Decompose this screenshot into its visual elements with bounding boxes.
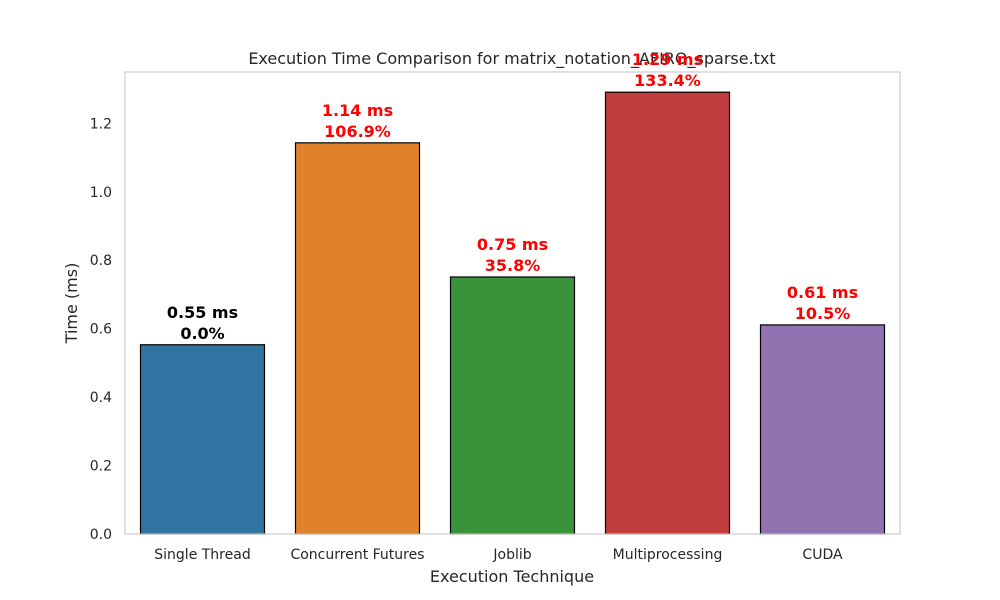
plot-frame <box>124 71 901 535</box>
percent-label: 35.8% <box>485 256 541 275</box>
x-axis-ticks: Single Thread Concurrent Futures Joblib Mul… <box>154 547 843 563</box>
x-tick-label: Concurrent Futures <box>290 547 424 563</box>
percent-label: 133.4% <box>634 71 701 90</box>
y-tick-label: 0.0 <box>90 527 112 543</box>
y-tick-label: 1.2 <box>90 116 112 132</box>
x-tick-label: Multiprocessing <box>613 547 723 563</box>
percent-label: 10.5% <box>795 304 851 323</box>
y-tick-label: 1.0 <box>90 185 112 201</box>
value-label: 1.29 ms <box>632 50 703 69</box>
bar <box>449 276 576 535</box>
bar <box>294 142 421 535</box>
y-tick-label: 0.2 <box>90 459 112 475</box>
percent-label: 0.0% <box>180 324 224 343</box>
value-label: 1.14 ms <box>322 101 393 120</box>
chart-title: Execution Time Comparison for matrix_not… <box>248 49 775 69</box>
x-tick-label: CUDA <box>802 547 843 563</box>
y-tick-label: 0.4 <box>90 390 112 406</box>
y-axis-label: Time (ms) <box>62 263 81 345</box>
y-axis-ticks: 0.0 0.2 0.4 0.6 0.8 1.0 1.2 <box>90 116 112 543</box>
bar <box>139 344 266 535</box>
percent-label: 106.9% <box>324 122 391 141</box>
data-labels-group: 0.55 ms 0.0% 1.14 ms 106.9% 0.75 ms 35.8% 1.29… <box>167 50 858 343</box>
value-label: 0.61 ms <box>787 283 858 302</box>
x-axis-label: Execution Technique <box>430 567 594 586</box>
x-tick-label: Joblib <box>492 547 531 563</box>
y-tick-label: 0.6 <box>90 322 112 338</box>
bar <box>604 91 731 535</box>
value-label: 0.55 ms <box>167 303 238 322</box>
bars-group <box>139 91 886 535</box>
x-tick-label: Single Thread <box>154 547 250 563</box>
value-label: 0.75 ms <box>477 235 548 254</box>
y-tick-label: 0.8 <box>90 253 112 269</box>
bar <box>759 324 886 535</box>
